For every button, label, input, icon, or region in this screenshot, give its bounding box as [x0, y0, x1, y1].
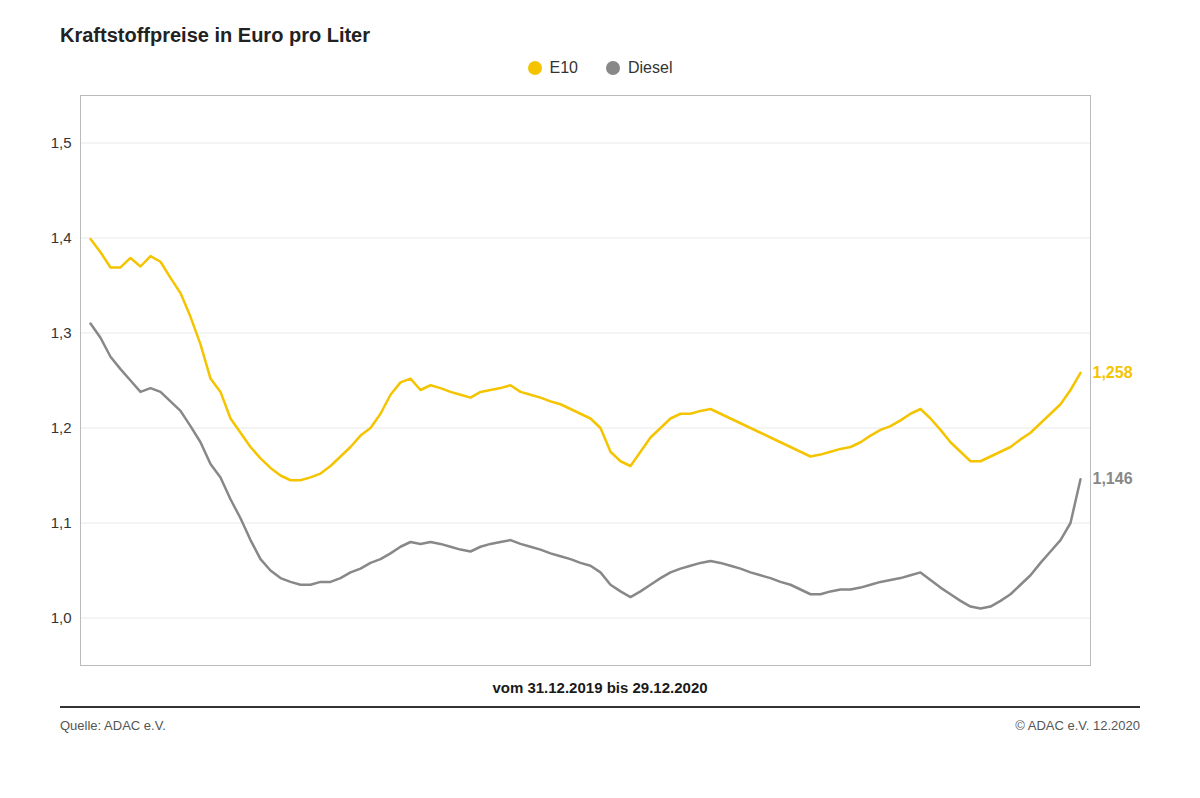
svg-text:1,2: 1,2	[51, 419, 72, 436]
svg-text:1,258: 1,258	[1093, 364, 1133, 381]
html-text:Kraftstoffpreise in Euro pro L: Kraftstoffpreise in Euro pro Liter	[60, 24, 370, 46]
svg-text:1,146: 1,146	[1093, 470, 1133, 487]
svg-text:1,0: 1,0	[51, 609, 72, 626]
svg-text:1,5: 1,5	[51, 134, 72, 151]
html-text:Diesel: Diesel	[628, 59, 673, 76]
html-text:Quelle: ADAC e.V.: Quelle: ADAC e.V.	[60, 718, 166, 733]
html-text:vom 31.12.2019 bis 29.12.2020: vom 31.12.2019 bis 29.12.2020	[492, 679, 708, 696]
html-text:E10: E10	[549, 59, 578, 76]
svg-text:1,4: 1,4	[51, 229, 72, 246]
svg-text:1,3: 1,3	[51, 324, 72, 341]
svg-text:1,1: 1,1	[51, 514, 72, 531]
html-text:© ADAC e.V. 12.2020: © ADAC e.V. 12.2020	[1015, 718, 1140, 733]
